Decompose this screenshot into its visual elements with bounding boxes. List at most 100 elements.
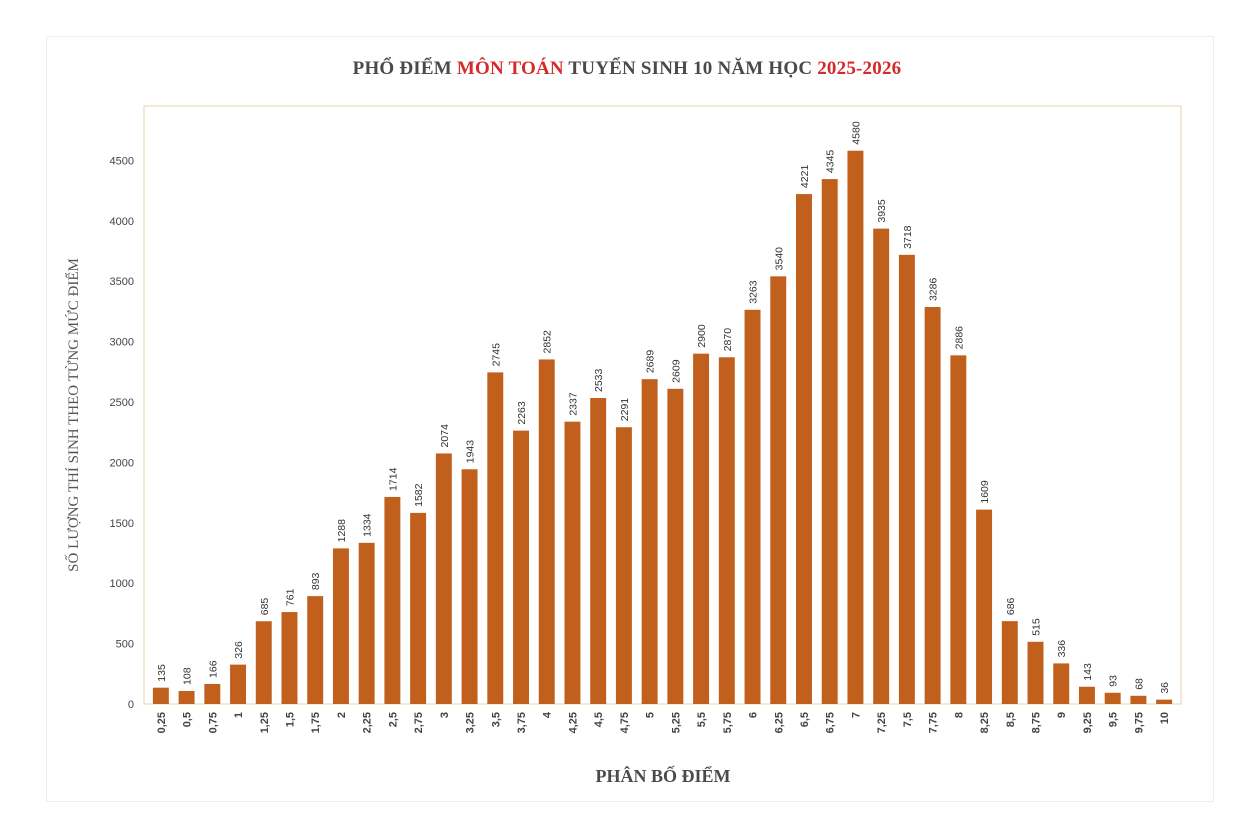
bar <box>976 509 993 704</box>
title-part-2: TUYỂN SINH 10 NĂM HỌC <box>563 58 818 79</box>
x-tick-label: 5,5 <box>696 712 708 727</box>
data-label: 1714 <box>387 467 399 491</box>
data-label: 4345 <box>825 150 837 174</box>
y-tick-label: 2500 <box>110 397 134 409</box>
x-tick-label: 1 <box>233 712 245 718</box>
data-label: 3263 <box>748 280 760 304</box>
data-label: 1288 <box>336 519 348 543</box>
y-tick-label: 0 <box>128 699 134 711</box>
data-label: 108 <box>182 667 194 685</box>
bar <box>255 621 272 704</box>
x-tick-label: 1,25 <box>259 712 271 733</box>
bar <box>1130 695 1147 704</box>
y-tick-label: 2000 <box>110 457 134 469</box>
data-label: 1609 <box>979 480 991 504</box>
x-tick-label: 7,75 <box>928 712 940 733</box>
bar <box>924 307 941 704</box>
x-tick-label: 10 <box>1159 712 1171 724</box>
bar <box>384 496 401 704</box>
x-tick-label: 9,75 <box>1133 712 1145 733</box>
bar <box>332 548 349 704</box>
x-tick-label: 6,5 <box>799 712 811 727</box>
x-tick-label: 5,25 <box>670 712 682 733</box>
bar <box>204 683 221 704</box>
y-tick-label: 4000 <box>110 216 134 228</box>
data-label: 2900 <box>696 324 708 348</box>
data-label: 166 <box>207 660 219 678</box>
title-part-0: PHỔ ĐIỂM <box>352 58 457 79</box>
title-part-3: 2025-2026 <box>817 58 902 79</box>
x-tick-label: 2,25 <box>362 712 374 733</box>
x-tick-label: 6,75 <box>825 712 837 733</box>
bar <box>796 194 812 704</box>
x-tick-label: 8,75 <box>1031 712 1043 733</box>
data-label: 515 <box>1031 618 1043 636</box>
data-label: 893 <box>310 572 322 590</box>
x-tick-label: 5,75 <box>722 712 734 733</box>
data-label: 3718 <box>902 225 914 249</box>
x-tick-label: 0,25 <box>156 712 168 733</box>
bar <box>744 309 761 704</box>
bar <box>770 276 787 704</box>
y-tick-label: 1500 <box>110 518 134 530</box>
bar <box>1053 663 1070 704</box>
data-label: 4580 <box>850 121 862 145</box>
x-tick-label: 1,5 <box>284 712 296 727</box>
y-axis-label: SỐ LƯỢNG THÍ SINH THEO TỪNG MỨC ĐIỂM <box>64 258 82 572</box>
data-label: 4221 <box>799 165 811 189</box>
data-label: 1334 <box>362 513 374 537</box>
x-axis-label: PHÂN BỐ ĐIỂM <box>596 765 731 786</box>
data-label: 326 <box>233 641 245 659</box>
x-tick-label: 4 <box>542 711 554 718</box>
data-label: 3540 <box>773 247 785 271</box>
bar <box>410 512 427 704</box>
x-tick-label: 8,25 <box>979 712 991 733</box>
x-tick-label: 0,75 <box>207 712 219 733</box>
data-label: 3935 <box>876 199 888 223</box>
bar <box>307 596 324 704</box>
chart-title: PHỔ ĐIỂM MÔN TOÁN TUYỂN SINH 10 NĂM HỌC … <box>0 58 1254 80</box>
y-tick-label: 500 <box>116 639 134 651</box>
x-tick-label: 1,75 <box>310 712 322 733</box>
x-tick-label: 2,5 <box>387 712 399 727</box>
x-tick-label: 7,5 <box>902 712 914 727</box>
title-part-1: MÔN TOÁN <box>456 58 564 79</box>
x-tick-label: 9 <box>1056 712 1068 718</box>
y-tick-label: 1000 <box>110 578 134 590</box>
data-label: 336 <box>1056 640 1068 658</box>
x-tick-label: 3 <box>439 712 451 718</box>
y-tick-label: 3500 <box>110 276 134 288</box>
data-label: 2745 <box>490 343 502 367</box>
data-label: 2886 <box>953 326 965 350</box>
data-label: 2337 <box>567 392 579 416</box>
x-tick-label: 2,75 <box>413 712 425 733</box>
data-label: 3286 <box>928 278 940 302</box>
data-label: 2074 <box>439 424 451 448</box>
data-label: 36 <box>1159 682 1171 694</box>
bar <box>590 397 607 704</box>
bar <box>821 179 838 705</box>
bar <box>178 690 195 704</box>
bar <box>281 612 298 704</box>
bar <box>487 372 504 704</box>
data-label: 686 <box>1005 597 1017 615</box>
bar <box>693 353 710 704</box>
x-tick-label: 9,5 <box>1108 712 1120 727</box>
data-label: 135 <box>156 664 168 682</box>
bar <box>847 150 864 705</box>
x-tick-label: 8 <box>953 712 965 718</box>
bar <box>667 388 684 704</box>
data-label: 685 <box>259 598 271 616</box>
bar <box>1078 686 1095 704</box>
x-tick-label: 3,75 <box>516 712 528 733</box>
x-tick-label: 3,25 <box>465 712 477 733</box>
plot-frame <box>143 105 1182 705</box>
bar <box>564 421 581 704</box>
bar <box>461 469 478 704</box>
bar <box>513 430 529 704</box>
data-label: 1582 <box>413 483 425 507</box>
data-label: 1943 <box>465 440 477 464</box>
data-label: 2689 <box>645 350 657 374</box>
bar <box>230 664 247 704</box>
